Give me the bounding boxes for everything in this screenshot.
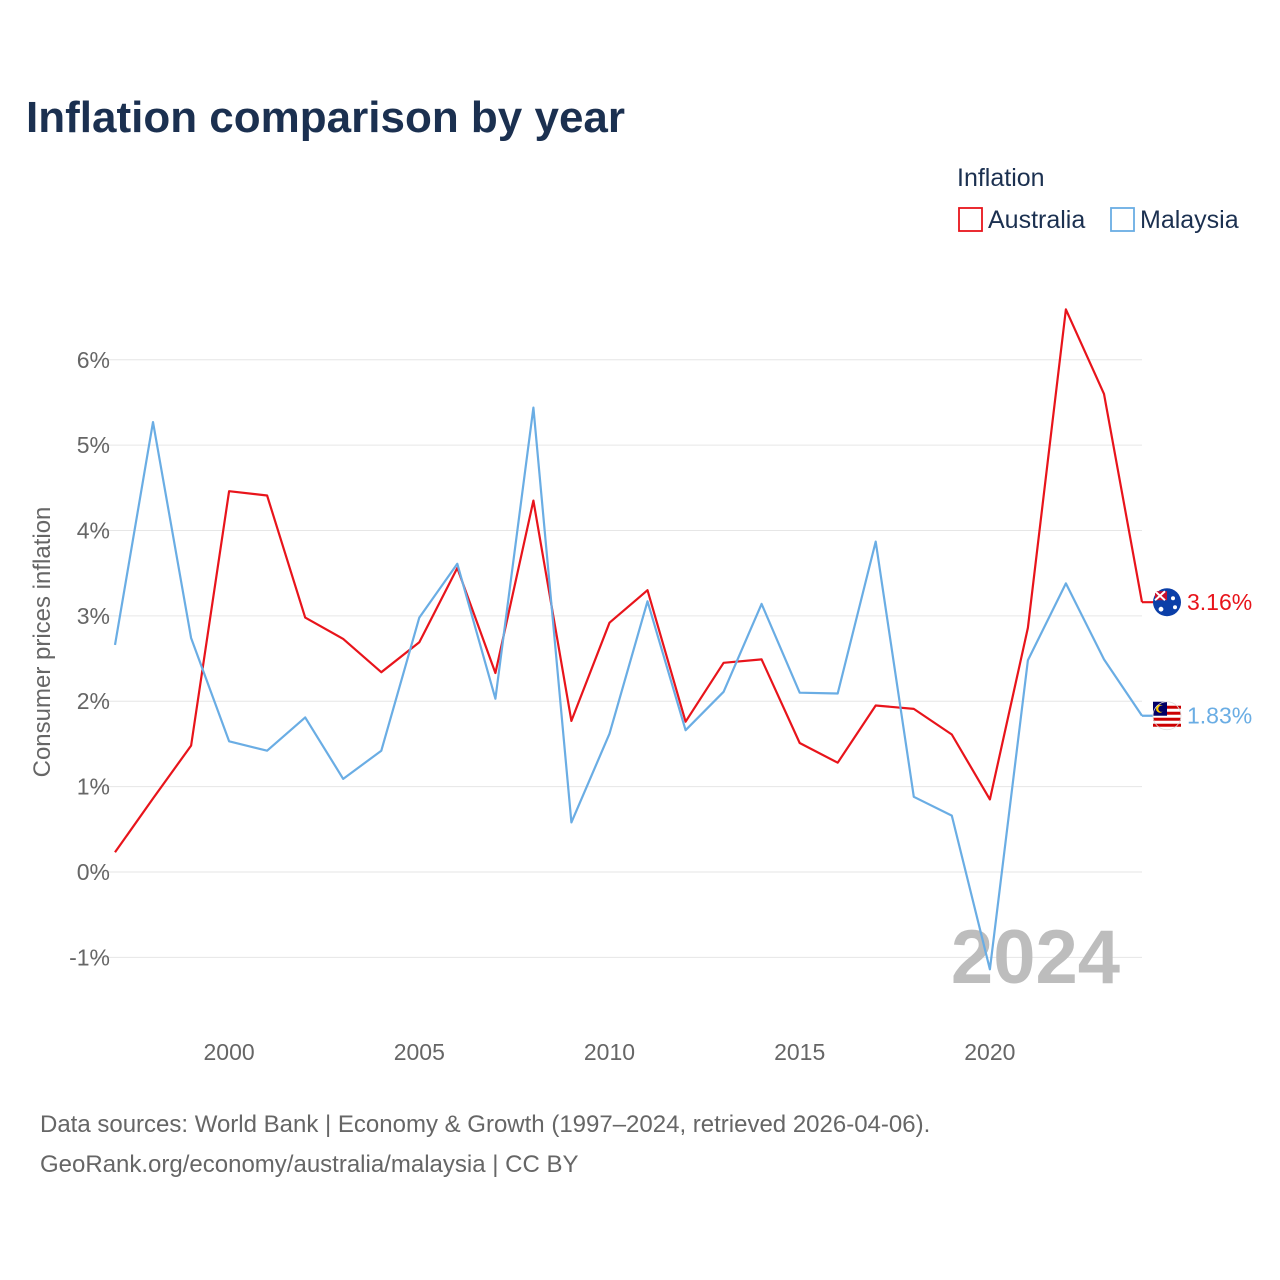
x-axis-ticks: 2000 2005 2010 2015 2020 [204, 1039, 1016, 1065]
series-end-labels: 3.16% 1.83% [1142, 588, 1252, 731]
source-line-1: Data sources: World Bank | Economy & Gro… [40, 1111, 930, 1138]
legend-title: Inflation [957, 164, 1045, 192]
series-lines [113, 308, 1144, 971]
y-tick-label: 3% [77, 603, 110, 629]
x-tick-label: 2000 [204, 1039, 255, 1065]
series-line-australia[interactable] [114, 308, 1144, 853]
legend-item-australia[interactable]: Australia [958, 206, 1085, 234]
y-tick-label: -1% [69, 944, 110, 970]
source-line-2[interactable]: GeoRank.org/economy/australia/malaysia |… [40, 1151, 578, 1178]
legend-swatch-australia [958, 207, 983, 232]
end-value-label-malaysia: 1.83% [1187, 703, 1252, 729]
end-value-label-australia: 3.16% [1187, 589, 1252, 615]
y-tick-label: 2% [77, 688, 110, 714]
year-watermark: 2024 [951, 915, 1120, 1000]
series-line-malaysia[interactable] [113, 406, 1143, 971]
x-tick-label: 2015 [774, 1039, 825, 1065]
x-tick-label: 2005 [394, 1039, 445, 1065]
y-tick-label: 4% [77, 517, 110, 543]
y-tick-label: 0% [77, 859, 110, 885]
x-tick-label: 2020 [964, 1039, 1015, 1065]
legend-item-malaysia[interactable]: Malaysia [1110, 206, 1239, 234]
legend-swatch-malaysia [1110, 207, 1135, 232]
y-tick-label: 5% [77, 432, 110, 458]
y-tick-label: 1% [77, 774, 110, 800]
y-axis-ticks: -1% 0% 1% 2% 3% 4% 5% 6% [69, 347, 110, 971]
legend-label-australia: Australia [988, 206, 1085, 234]
australia-flag-icon [1153, 588, 1181, 617]
chart-title: Inflation comparison by year [26, 93, 625, 142]
gridlines [92, 359, 1142, 958]
malaysia-flag-icon [1152, 701, 1182, 731]
x-tick-label: 2010 [584, 1039, 635, 1065]
y-axis-label: Consumer prices inflation [29, 507, 56, 778]
y-tick-label: 6% [77, 347, 110, 373]
legend-label-malaysia: Malaysia [1140, 206, 1239, 234]
